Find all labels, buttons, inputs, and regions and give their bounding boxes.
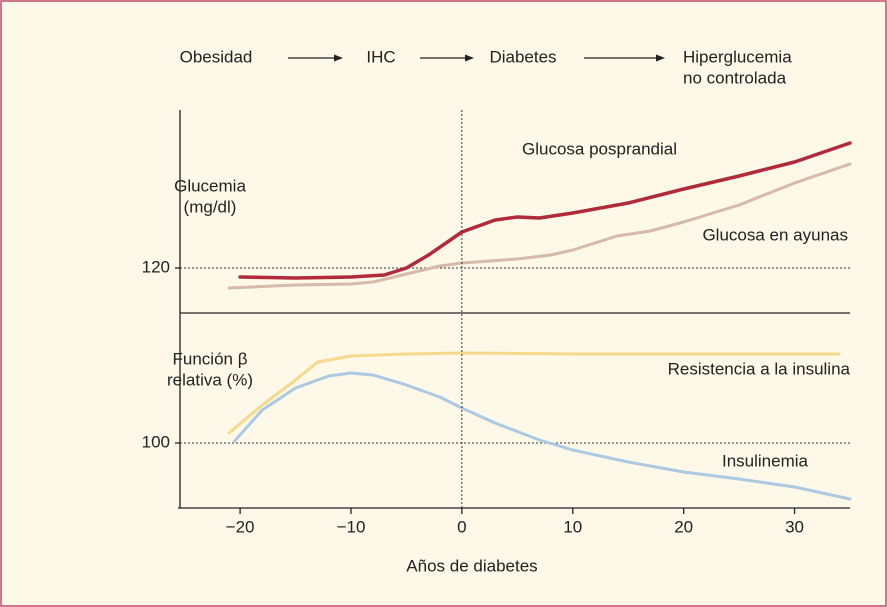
y-tick-label: 100	[142, 432, 170, 451]
series-line	[227, 351, 841, 435]
series-line	[227, 162, 852, 290]
stage-label: no controlada	[683, 68, 787, 87]
series-label: Glucosa en ayunas	[702, 225, 848, 244]
y-tick-label: 120	[142, 257, 170, 276]
x-tick-label: 0	[457, 517, 466, 536]
series-line	[238, 141, 852, 280]
y-axis-label: Función β	[173, 349, 248, 368]
x-tick-label: 10	[563, 517, 582, 536]
x-tick-label: −20	[226, 517, 255, 536]
stage-label: Hiperglucemia	[683, 47, 792, 66]
series-label: Glucosa posprandial	[522, 139, 677, 158]
stage-arrows	[288, 54, 665, 62]
x-axis-label: Años de diabetes	[406, 556, 537, 575]
x-tick-label: 20	[674, 517, 693, 536]
x-tick-label: −10	[337, 517, 366, 536]
stage-label: IHC	[366, 47, 395, 66]
x-tick-label: 30	[785, 517, 804, 536]
y-axis-label: (mg/dl)	[184, 197, 237, 216]
series-label: Insulinemia	[722, 451, 809, 470]
stage-label: Diabetes	[489, 47, 556, 66]
series-label: Resistencia a la insulina	[668, 359, 851, 378]
y-axis-label: Glucemia	[174, 176, 246, 195]
y-axis-label: relativa (%)	[167, 370, 253, 389]
stage-label: Obesidad	[180, 47, 253, 66]
